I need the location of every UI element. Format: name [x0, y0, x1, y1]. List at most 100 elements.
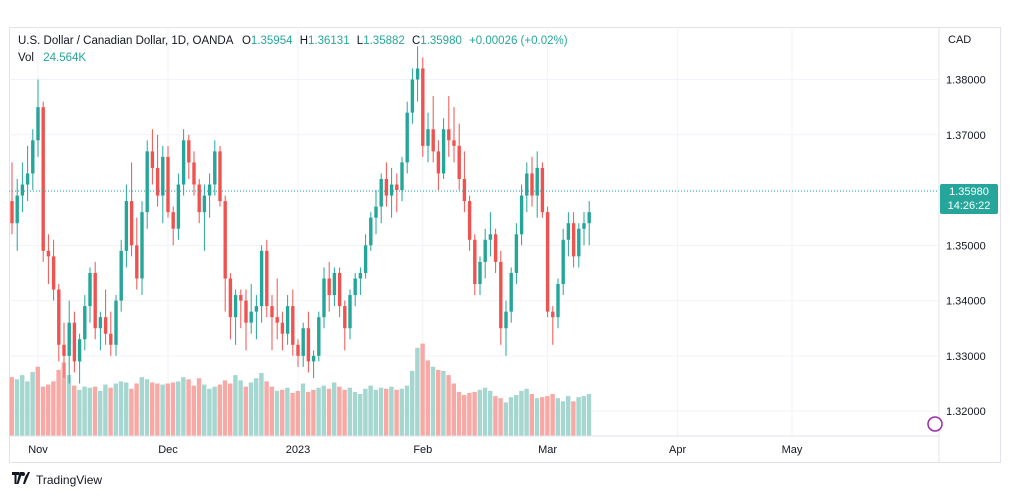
volume-bar — [87, 387, 92, 436]
volume-bar — [25, 381, 30, 436]
candle-body — [478, 261, 482, 285]
candle-body — [166, 156, 170, 213]
volume-bar — [222, 380, 228, 436]
candle-body — [317, 317, 321, 356]
candle-body — [441, 129, 446, 174]
legend-h-label: H — [299, 35, 309, 47]
volume-bar — [51, 381, 56, 436]
volume-bar — [35, 366, 40, 436]
candle-body — [395, 184, 399, 191]
candle-body — [176, 184, 181, 229]
legend-low: 1.35882 — [363, 35, 405, 47]
volume-bar — [269, 386, 274, 436]
volume-bar — [373, 389, 378, 436]
candle-body — [124, 201, 129, 251]
volume-bar — [311, 389, 316, 436]
candle-body — [46, 250, 51, 257]
candle-body — [213, 151, 217, 185]
volume-bar — [207, 388, 212, 436]
candle-body — [509, 272, 513, 312]
candle-body — [93, 272, 97, 329]
legend-open: 1.35954 — [250, 35, 293, 47]
volume-bar — [20, 375, 25, 436]
candle-body — [244, 300, 248, 323]
candle-body — [363, 245, 368, 273]
legend-symbol[interactable]: U.S. Dollar / Canadian Dollar, 1D, OANDA — [18, 35, 233, 47]
volume-bar — [134, 383, 139, 436]
candlesticks — [10, 46, 591, 384]
candle-body — [348, 295, 352, 329]
candle-body — [467, 201, 472, 240]
candle-body — [187, 140, 191, 163]
candle-body — [72, 322, 77, 362]
candle-body — [535, 167, 539, 196]
candle-body — [421, 68, 425, 146]
volume-bar — [118, 381, 124, 436]
candle-body — [254, 306, 259, 312]
candle-body — [545, 212, 550, 312]
volume-bar — [430, 366, 436, 436]
countdown-timer: 14:26:22 — [947, 200, 991, 213]
volume-bar — [326, 388, 332, 436]
candle-body — [150, 151, 155, 168]
candle-body — [410, 79, 415, 113]
candle-body — [353, 278, 357, 296]
candle-body — [452, 140, 456, 146]
candle-body — [436, 151, 441, 174]
candle-body — [577, 228, 581, 257]
volume-bar — [363, 388, 368, 436]
volume-bar — [30, 371, 35, 436]
candle-body — [103, 317, 108, 334]
volume-bar — [228, 383, 233, 436]
y-tick-label: 1.32000 — [946, 406, 986, 418]
candle-body — [202, 195, 207, 213]
candle-body — [171, 212, 175, 229]
volume-bar — [555, 398, 560, 436]
x-tick-label: Mar — [538, 444, 557, 456]
candle-body — [405, 112, 409, 163]
candle-body — [140, 212, 144, 279]
candle-body — [415, 68, 420, 80]
volume-bar — [347, 387, 352, 436]
footer-brand[interactable]: TradingView — [12, 472, 102, 487]
volume-bar — [498, 398, 503, 436]
volume-bar — [202, 384, 207, 436]
candle-body — [514, 234, 519, 273]
currency-label[interactable]: CAD — [948, 34, 972, 46]
volume-bar — [103, 384, 108, 436]
volume-bar — [72, 385, 77, 436]
candle-body — [551, 311, 555, 318]
candle-body — [426, 129, 430, 146]
candle-body — [301, 328, 305, 356]
volume-bar — [378, 387, 384, 436]
x-tick-label: 2023 — [286, 444, 310, 456]
candle-body — [462, 178, 467, 202]
volume-bar — [280, 389, 285, 436]
candle-body — [270, 306, 274, 318]
volume-bar — [394, 389, 399, 436]
volume-bar — [82, 386, 87, 436]
volume-bar — [300, 383, 306, 436]
candle-body — [519, 195, 524, 235]
volume-bars — [9, 343, 592, 436]
volume-bar — [238, 380, 243, 436]
event-marker-icon[interactable] — [927, 416, 943, 432]
time-axis: Nov Dec 2023 Feb Mar Apr May — [28, 444, 803, 456]
candle-body — [25, 173, 30, 185]
volume-bar — [477, 389, 482, 436]
legend-close: 1.35980 — [420, 35, 462, 47]
volume-bar — [451, 383, 456, 436]
tradingview-logo-icon — [12, 472, 30, 487]
volume-bar — [155, 383, 160, 436]
volume-bar — [61, 362, 66, 436]
candle-body — [332, 272, 337, 296]
volume-bar — [550, 394, 555, 436]
brand-name: TradingView — [36, 472, 103, 487]
volume-bar — [581, 396, 586, 436]
candle-body — [181, 140, 186, 185]
x-tick-label: Dec — [158, 444, 178, 456]
candle-body — [239, 295, 243, 301]
candle-body — [223, 201, 227, 279]
y-tick-label: 1.38000 — [946, 75, 986, 87]
